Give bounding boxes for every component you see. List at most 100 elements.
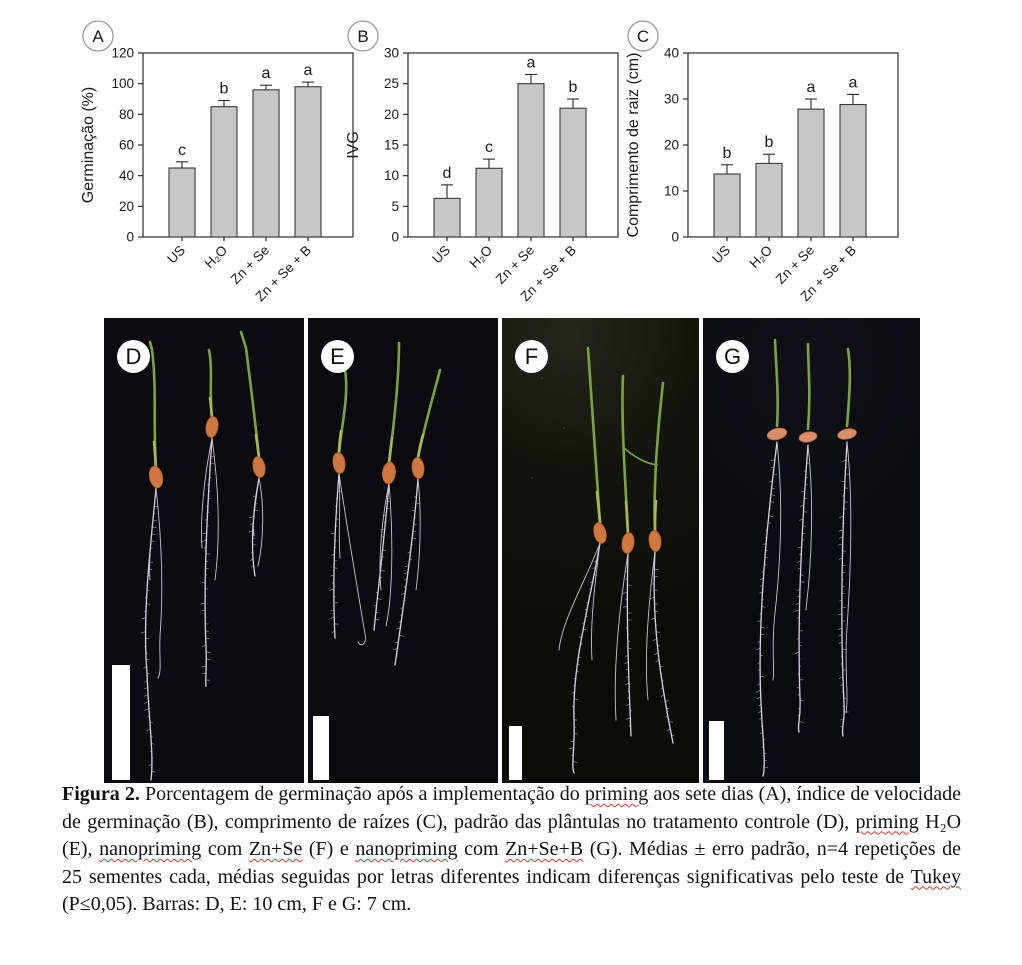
panel-label-badge-G: G xyxy=(716,340,749,373)
root-hair xyxy=(625,675,629,679)
root-hair xyxy=(141,617,146,620)
root-hair xyxy=(334,546,337,548)
root-hair xyxy=(337,490,343,492)
root-hair xyxy=(842,480,845,483)
root-hair xyxy=(412,530,416,533)
root xyxy=(572,542,601,774)
figure-caption: Figura 2. Porcentagem de germinação após… xyxy=(62,781,961,919)
root-hair xyxy=(624,570,628,573)
root-hair xyxy=(625,626,628,629)
root-hair xyxy=(205,637,210,639)
root-hair xyxy=(593,560,597,563)
root-hair xyxy=(573,684,576,686)
root-hair xyxy=(797,567,801,570)
seed xyxy=(798,431,818,443)
root-hair xyxy=(798,546,802,549)
root-hair xyxy=(144,645,146,648)
caption-text: (F) e xyxy=(302,838,356,860)
root-hair xyxy=(201,665,207,668)
root-hair xyxy=(765,536,767,539)
root-hair xyxy=(153,512,156,514)
root-hair xyxy=(202,644,207,648)
significance-letter: d xyxy=(443,165,452,182)
root-hair xyxy=(205,616,207,618)
seed xyxy=(252,456,266,478)
root xyxy=(257,477,264,567)
root-hair xyxy=(654,610,658,612)
significance-letter: a xyxy=(527,54,536,71)
root-hair xyxy=(799,644,802,646)
seedling xyxy=(614,374,658,737)
root-hair xyxy=(200,602,206,605)
root xyxy=(144,487,157,781)
root-hair xyxy=(799,518,804,521)
root-hair xyxy=(569,747,574,749)
leaf xyxy=(152,440,158,470)
root-hair xyxy=(626,703,630,706)
root-hair xyxy=(334,539,337,541)
root-hair xyxy=(331,630,335,634)
root-hair xyxy=(584,608,588,611)
root-hair xyxy=(146,603,151,605)
root-hair xyxy=(626,717,631,720)
root-hair xyxy=(396,627,401,630)
root xyxy=(211,437,219,581)
root-hair xyxy=(841,606,846,609)
root-hairs xyxy=(200,455,215,681)
root-hair xyxy=(573,712,576,714)
root-hair xyxy=(841,578,844,580)
bar xyxy=(839,103,867,238)
panel-letter-E: E xyxy=(330,343,345,369)
root-hairs xyxy=(837,459,849,727)
root-hair xyxy=(838,543,843,546)
root-hair xyxy=(625,577,628,580)
bar xyxy=(517,83,545,238)
seedling xyxy=(200,348,219,687)
root-hair xyxy=(205,679,210,681)
seed xyxy=(766,427,788,441)
root xyxy=(772,441,782,681)
root-hair xyxy=(254,509,259,512)
root xyxy=(626,552,632,737)
y-tick-label: 15 xyxy=(384,138,399,153)
scale-bar-10cm xyxy=(313,716,329,780)
root-hair xyxy=(761,599,765,601)
root-hair xyxy=(797,588,801,591)
root-hairs xyxy=(755,459,777,768)
root-hair xyxy=(628,724,631,727)
root xyxy=(645,550,656,701)
root-hair xyxy=(803,469,807,472)
root-hair xyxy=(770,459,775,461)
significance-letter: c xyxy=(178,142,186,159)
root-hairs xyxy=(569,560,598,763)
root-hair xyxy=(404,565,409,568)
root-hair xyxy=(838,557,843,560)
x-category-label: US xyxy=(429,243,453,267)
root-hair xyxy=(386,507,390,510)
panel-letter: B xyxy=(357,27,368,46)
root-hair xyxy=(761,606,766,608)
root-hair xyxy=(577,649,580,652)
root-hair xyxy=(760,654,763,656)
y-axis-label: Comprimento de raiz (cm) xyxy=(625,53,642,238)
root-hair xyxy=(209,476,212,478)
significance-letter: b xyxy=(765,134,774,151)
root-hair xyxy=(760,626,765,629)
panel-letter: C xyxy=(637,27,649,46)
root-hair xyxy=(381,556,385,558)
root-hair xyxy=(623,605,628,608)
root xyxy=(155,487,163,679)
photo-panel-E: E xyxy=(308,318,498,783)
root-hair xyxy=(770,501,775,503)
root-hair xyxy=(757,640,761,643)
root-hair xyxy=(582,622,585,624)
root-hair xyxy=(333,595,336,597)
root-hair xyxy=(839,599,843,602)
root-hair xyxy=(573,719,577,721)
leaf xyxy=(337,429,343,455)
root-hair xyxy=(573,677,576,680)
root-hair xyxy=(767,522,771,524)
root-hair xyxy=(378,584,381,586)
caption-text: (G). Médias ± erro padrão, n=4 repetiçõe… xyxy=(62,838,962,888)
